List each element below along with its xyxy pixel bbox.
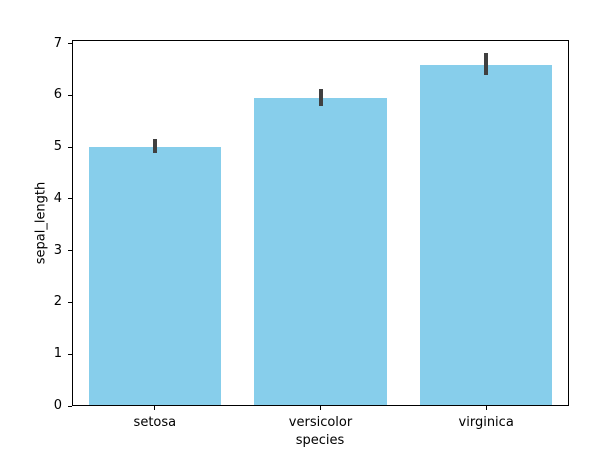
bar-versicolor [254, 98, 387, 406]
y-tick-label: 0 [53, 398, 62, 413]
y-tick-label: 1 [53, 346, 62, 362]
y-tick-mark [68, 405, 72, 407]
y-tick-label: 5 [53, 139, 62, 155]
x-tick-label-virginica: virginica [458, 415, 514, 430]
error-bar-versicolor [318, 88, 323, 106]
y-tick-label: 7 [53, 35, 62, 51]
error-bar-setosa [152, 139, 157, 154]
y-tick-mark [68, 250, 72, 252]
y-tick-mark [68, 353, 72, 355]
y-tick-mark [68, 198, 72, 200]
y-tick-label: 3 [53, 242, 62, 258]
bar-virginica [419, 64, 553, 406]
y-tick-mark [68, 94, 72, 96]
x-tick-mark [485, 406, 487, 410]
x-axis-label: species [295, 433, 345, 448]
y-tick-mark [68, 146, 72, 148]
y-tick-label: 6 [53, 87, 62, 103]
y-tick-mark [68, 43, 72, 45]
x-tick-label-versicolor: versicolor [288, 415, 353, 430]
y-tick-label: 2 [53, 294, 62, 310]
x-tick-mark [154, 406, 156, 410]
error-bar-virginica [484, 52, 489, 75]
x-tick-mark [320, 406, 321, 410]
y-tick-label: 4 [53, 190, 62, 206]
bar-setosa [88, 146, 222, 406]
x-tick-label-setosa: setosa [133, 415, 177, 430]
y-tick-mark [68, 301, 72, 303]
